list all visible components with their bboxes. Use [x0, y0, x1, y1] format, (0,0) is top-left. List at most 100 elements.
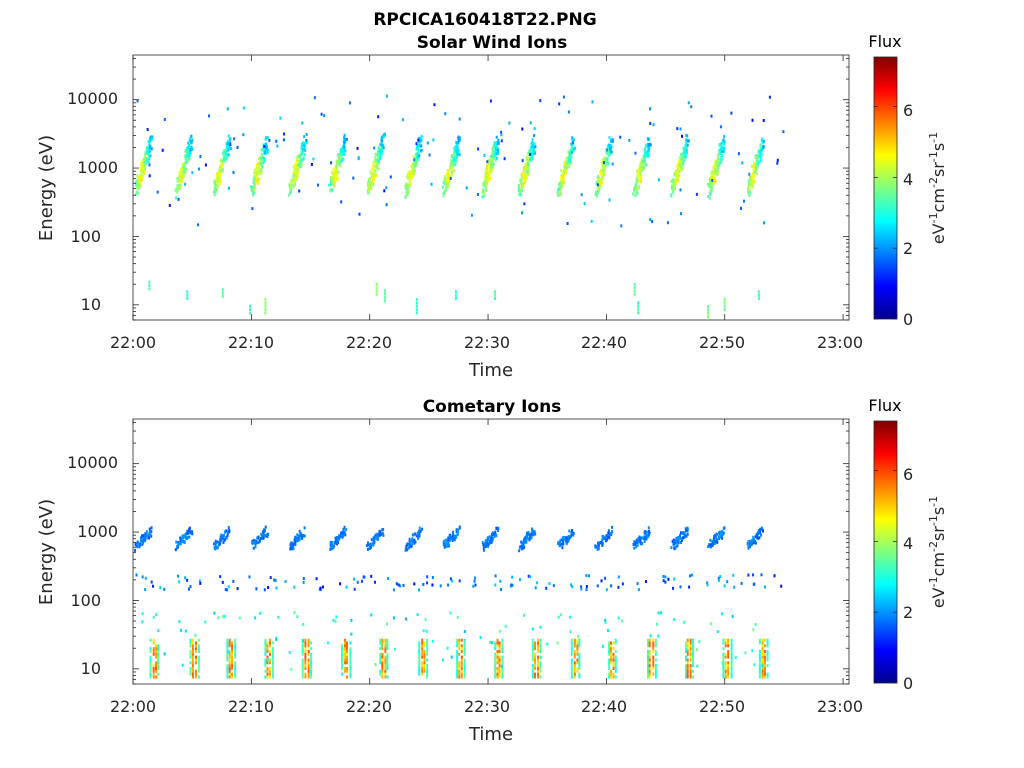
heatmap-cell: [439, 584, 442, 588]
heatmap-cell: [733, 585, 736, 589]
heatmap-cell: [349, 669, 352, 673]
heatmap-cell: [611, 530, 614, 534]
heatmap-cell: [383, 299, 386, 303]
heatmap-cell: [379, 155, 382, 159]
heatmap-cell: [488, 535, 491, 539]
heatmap-cell: [604, 161, 607, 165]
heatmap-cell: [345, 138, 348, 141]
heatmap-cell: [608, 644, 611, 648]
heatmap-cell: [674, 171, 677, 175]
heatmap-cell: [494, 531, 497, 535]
heatmap-cell: [456, 155, 459, 159]
heatmap-cell: [652, 658, 655, 662]
heatmap-cell: [377, 115, 380, 119]
x-tick-label: 22:20: [346, 697, 392, 716]
heatmap-cell: [249, 308, 251, 312]
heatmap-cell: [612, 641, 615, 645]
heatmap-cell: [686, 652, 689, 656]
heatmap-cell: [303, 526, 306, 530]
heatmap-cell: [698, 640, 701, 644]
heatmap-cell: [758, 652, 761, 656]
heatmap-cell: [334, 536, 337, 540]
heatmap-cell: [707, 312, 709, 316]
heatmap-cell: [145, 161, 148, 165]
heatmap-cell: [234, 672, 237, 676]
heatmap-cell: [757, 297, 760, 300]
heatmap-cell: [559, 192, 562, 196]
heatmap-cell: [537, 655, 539, 659]
heatmap-cell: [234, 664, 237, 668]
heatmap-cell: [537, 661, 539, 665]
heatmap-cell: [714, 179, 717, 183]
heatmap-cell: [227, 585, 230, 589]
heatmap-cell: [490, 536, 493, 540]
heatmap-cell: [533, 127, 536, 131]
heatmap-cell: [346, 652, 348, 656]
heatmap-cell: [315, 577, 318, 581]
heatmap-cell: [749, 191, 751, 194]
heatmap-cell: [369, 170, 372, 174]
heatmap-cell: [189, 667, 192, 670]
heatmap-cell: [652, 638, 655, 642]
heatmap-cell: [221, 580, 224, 584]
heatmap-cell: [336, 177, 339, 180]
heatmap-cell: [455, 159, 458, 163]
heatmap-cell: [643, 158, 646, 161]
heatmap-cell: [664, 580, 667, 584]
heatmap-cell: [301, 672, 304, 676]
heatmap-cell: [307, 652, 310, 656]
heatmap-cell: [724, 644, 727, 648]
heatmap-cell: [269, 641, 271, 645]
heatmap-cell: [611, 525, 613, 529]
heatmap-cell: [384, 638, 387, 642]
heatmap-cell: [751, 180, 754, 184]
heatmap-cell: [418, 667, 421, 670]
heatmap-cell: [234, 638, 237, 642]
heatmap-cell: [343, 136, 346, 140]
heatmap-cell: [493, 143, 496, 146]
heatmap-cell: [520, 179, 523, 183]
heatmap-cell: [185, 168, 188, 172]
heatmap-cell: [386, 655, 389, 659]
heatmap-cell: [749, 180, 752, 184]
heatmap-cell: [405, 186, 408, 190]
heatmap-cell: [331, 189, 333, 193]
heatmap-cell: [608, 672, 611, 676]
heatmap-cell: [522, 184, 525, 188]
heatmap-cell: [501, 641, 504, 645]
heatmap-cell: [412, 169, 415, 173]
heatmap-cell: [614, 661, 617, 665]
heatmap-cell: [724, 641, 727, 645]
heatmap-cell: [679, 127, 682, 131]
heatmap-cell: [180, 168, 182, 172]
heatmap-cell: [189, 638, 192, 642]
heatmap-cell: [539, 667, 542, 670]
heatmap-cell: [152, 615, 155, 619]
heatmap-cell: [252, 191, 255, 195]
heatmap-cell: [442, 194, 445, 198]
heatmap-cell: [597, 547, 600, 551]
heatmap-cell: [401, 118, 404, 122]
heatmap-cell: [255, 172, 258, 176]
heatmap-cell: [557, 193, 560, 197]
heatmap-cell: [597, 177, 600, 181]
heatmap-cell: [642, 160, 645, 164]
heatmap-cell: [654, 672, 657, 676]
heatmap-cell: [187, 146, 190, 149]
heatmap-cell: [753, 170, 756, 174]
heatmap-cell: [496, 650, 499, 653]
heatmap-cell: [375, 292, 378, 296]
heatmap-cell: [454, 290, 457, 294]
heatmap-cell: [717, 161, 720, 165]
heatmap-cell: [191, 650, 194, 653]
heatmap-cell: [255, 587, 258, 591]
heatmap-cell: [231, 667, 234, 670]
heatmap-cell: [686, 647, 689, 651]
heatmap-cell: [184, 576, 187, 580]
heatmap-cell: [570, 534, 573, 538]
heatmap-cell: [673, 542, 676, 545]
heatmap-cell: [410, 175, 413, 179]
heatmap-cell: [155, 644, 158, 648]
heatmap-cell: [531, 675, 534, 679]
heatmap-cell: [258, 157, 260, 161]
